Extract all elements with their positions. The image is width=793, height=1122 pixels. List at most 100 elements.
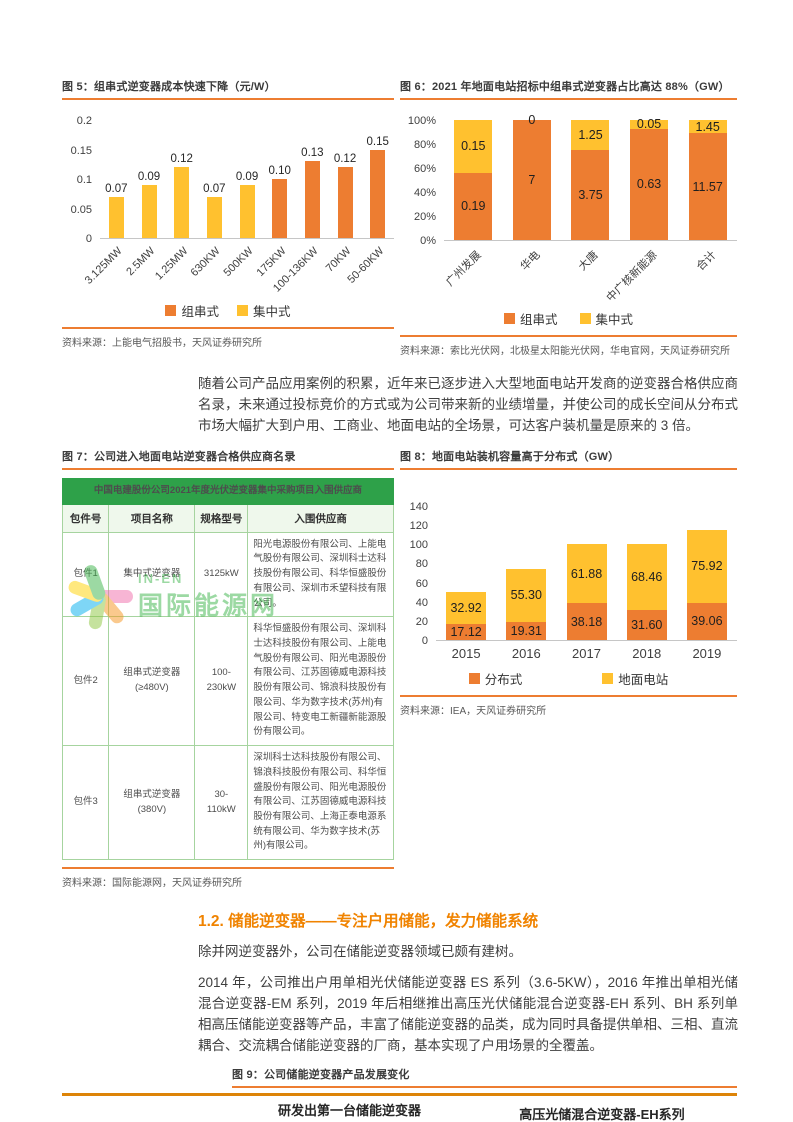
x-axis: 3.125MW 2.5MW 1.25MW 630KW 500KW 175KW 100-136… bbox=[62, 239, 394, 299]
category-label: 3.125MW bbox=[83, 245, 125, 287]
x-slot: 100-136KW bbox=[271, 239, 329, 299]
bar-slot: 0.12 bbox=[329, 120, 362, 238]
figure-8: 图 8：地面电站装机容量高于分布式（GW） 140 120 100 80 60 40 20 0… bbox=[400, 448, 737, 717]
segment-value-label: 0 bbox=[528, 113, 536, 127]
stack-segment bbox=[630, 120, 669, 129]
paragraph-supplier-list: 随着公司产品应用案例的积累，近年来已逐步进入大型地面电站开发商的逆变器合格供应商… bbox=[198, 376, 738, 433]
y-tick-label: 0 bbox=[85, 233, 92, 245]
source-divider bbox=[62, 867, 394, 870]
column-header: 包件号 bbox=[61, 503, 110, 533]
bar-slot: 0.10 bbox=[263, 120, 296, 238]
timeline-label-line: 研发出第一台储能逆变器 bbox=[277, 1103, 421, 1119]
chart-body: 140 120 100 80 60 40 20 0 17.12 32.92 19.31 55.30 38… bbox=[400, 501, 737, 647]
stack-segment bbox=[688, 120, 727, 134]
y-axis: 140 120 100 80 60 40 20 0 bbox=[400, 501, 436, 647]
x-slot: 2018 bbox=[617, 641, 677, 667]
section-heading-1-2: 1.2. 储能逆变器——专注户用储能，发力储能系统 bbox=[198, 913, 539, 931]
bar-slot: 38.18 61.88 bbox=[556, 506, 616, 640]
category-label: 华电 bbox=[518, 249, 543, 274]
segment-value-label: 11.57 bbox=[692, 179, 723, 194]
category-label: 2018 bbox=[632, 646, 662, 661]
x-slot: 2016 bbox=[496, 641, 556, 667]
bar-wrap: 0.13 bbox=[301, 120, 324, 238]
bar-wrap: 0.12 bbox=[170, 120, 193, 238]
legend-swatch bbox=[579, 313, 591, 324]
figure-8-source: 资料来源：IEA，天风证券研究所 bbox=[400, 706, 547, 717]
bar-value-label: 0.09 bbox=[137, 170, 161, 183]
y-tick-label: 60% bbox=[413, 163, 436, 175]
stack-segment bbox=[571, 150, 610, 240]
segment-value-label: 32.92 bbox=[450, 600, 482, 615]
stacked-chart-bidding-share: 100% 80% 60% 40% 20% 0% 0.19 0.15 7 0 3.75 1.25 0.63… bbox=[400, 113, 737, 328]
segment-value-label: 0.63 bbox=[636, 177, 662, 192]
bar-stack: 11.57 1.45 bbox=[688, 120, 727, 240]
bar bbox=[272, 179, 288, 238]
table-cell: 科华恒盛股份有限公司、深圳科士达科技股份有限公司、上能电气股份有限公司、阳光电源… bbox=[247, 616, 394, 747]
stacked-chart-installed-capacity: 140 120 100 80 60 40 20 0 17.12 32.92 19.31 55.30 38… bbox=[400, 501, 737, 688]
product-timeline: 研发出第一台储能逆变器 单相光储ES系列（3.6-5KW） 高压光储混合逆变器-… bbox=[232, 1092, 737, 1122]
bar-slot: 3.75 1.25 bbox=[561, 120, 620, 240]
bar-value-label: 0.12 bbox=[170, 153, 193, 166]
stack-segment bbox=[626, 609, 667, 640]
source-divider bbox=[62, 327, 394, 329]
figure-5: 图 5：组串式逆变器成本快速下降（元/W） 0.2 0.15 0.1 0.05 0 0.0… bbox=[62, 78, 394, 349]
bar-value-label: 0.09 bbox=[235, 170, 259, 183]
bar-value-label: 0.07 bbox=[203, 182, 226, 195]
table-cell: 3125kW bbox=[194, 531, 249, 618]
legend-item: 集中式 bbox=[237, 301, 291, 320]
legend-swatch bbox=[503, 313, 515, 324]
bar-slot: 31.60 68.46 bbox=[617, 506, 677, 640]
legend-label: 集中式 bbox=[595, 313, 634, 327]
stack-segment bbox=[626, 544, 667, 610]
stack-segment bbox=[454, 172, 493, 240]
bar-wrap: 0.10 bbox=[269, 120, 291, 238]
segment-value-label: 0.05 bbox=[636, 117, 662, 132]
bar-stack: 17.12 32.92 bbox=[446, 506, 487, 640]
figure-9-caption: 图 9：公司储能逆变器产品发展变化 bbox=[232, 1069, 410, 1082]
figure-7-source: 资料来源：国际能源网，天风证券研究所 bbox=[62, 878, 242, 890]
category-label: 大唐 bbox=[577, 249, 602, 274]
category-label: 2017 bbox=[572, 646, 601, 661]
legend-item: 集中式 bbox=[579, 309, 634, 328]
table-cell: 集中式逆变器 bbox=[108, 531, 196, 618]
bar-slot: 17.12 32.92 bbox=[436, 506, 496, 640]
y-tick-label: 0.1 bbox=[76, 174, 92, 186]
y-tick-label: 80% bbox=[413, 139, 436, 151]
caption-divider bbox=[400, 468, 737, 470]
chart-legend: 分布式 地面电站 bbox=[400, 667, 737, 688]
stack-segment bbox=[506, 621, 547, 640]
y-tick-label: 40 bbox=[415, 596, 428, 609]
timeline-label-line: 高压光储混合逆变器-EH系列 bbox=[519, 1107, 685, 1122]
stack-segment bbox=[566, 603, 607, 640]
bar-slot: 0.12 bbox=[165, 120, 198, 238]
segment-value-label: 3.75 bbox=[578, 188, 603, 202]
figure-9: 图 9：公司储能逆变器产品发展变化 研发出第一台储能逆变器 单相光储ES系列（3… bbox=[232, 1066, 737, 1122]
legend-swatch bbox=[602, 673, 614, 684]
stack-segment bbox=[446, 623, 487, 640]
bar bbox=[304, 161, 320, 238]
bar-slot: 0.13 bbox=[296, 120, 329, 238]
figure-5-source: 资料来源：上能电气招股书，天风证券研究所 bbox=[62, 338, 262, 349]
legend-item: 地面电站 bbox=[602, 669, 668, 688]
y-tick-label: 0 bbox=[421, 635, 428, 647]
table-cell: 深圳科士达科技股份有限公司、锦浪科技股份有限公司、科华恒盛股份有限公司、阳光电源… bbox=[247, 745, 394, 861]
table-cell: 阳光电源股份有限公司、上能电气股份有限公司、深圳科士达科技股份有限公司、科华恒盛… bbox=[247, 531, 394, 618]
page-footer-rule bbox=[62, 1093, 737, 1096]
table-cell: 包件3 bbox=[61, 745, 110, 861]
source-divider bbox=[400, 695, 737, 697]
y-tick-label: 120 bbox=[409, 520, 428, 533]
y-tick-label: 0.05 bbox=[70, 203, 92, 216]
x-slot: 中广核新能源 bbox=[605, 241, 679, 307]
bar-value-label: 0.15 bbox=[366, 135, 389, 148]
stack-segment bbox=[566, 544, 607, 604]
stack-segment bbox=[688, 133, 727, 240]
figure-6-source: 资料来源：索比光伏网，北极星太阳能光伏网，华电官网，天风证券研究所 bbox=[400, 346, 730, 357]
bar-wrap: 0.12 bbox=[334, 120, 356, 238]
caption-divider bbox=[400, 98, 737, 100]
x-slot: 2015 bbox=[436, 641, 496, 667]
caption-divider bbox=[62, 98, 394, 100]
figure-5-caption: 图 5：组串式逆变器成本快速下降（元/W） bbox=[62, 81, 276, 93]
bar bbox=[337, 167, 353, 238]
